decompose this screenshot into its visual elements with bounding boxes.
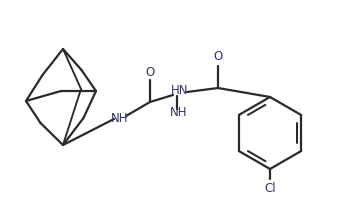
Text: NH: NH <box>111 111 129 125</box>
Text: O: O <box>145 65 155 78</box>
Text: Cl: Cl <box>264 181 276 194</box>
Text: O: O <box>213 51 223 63</box>
Text: HN: HN <box>171 85 189 98</box>
Text: NH: NH <box>170 106 188 120</box>
